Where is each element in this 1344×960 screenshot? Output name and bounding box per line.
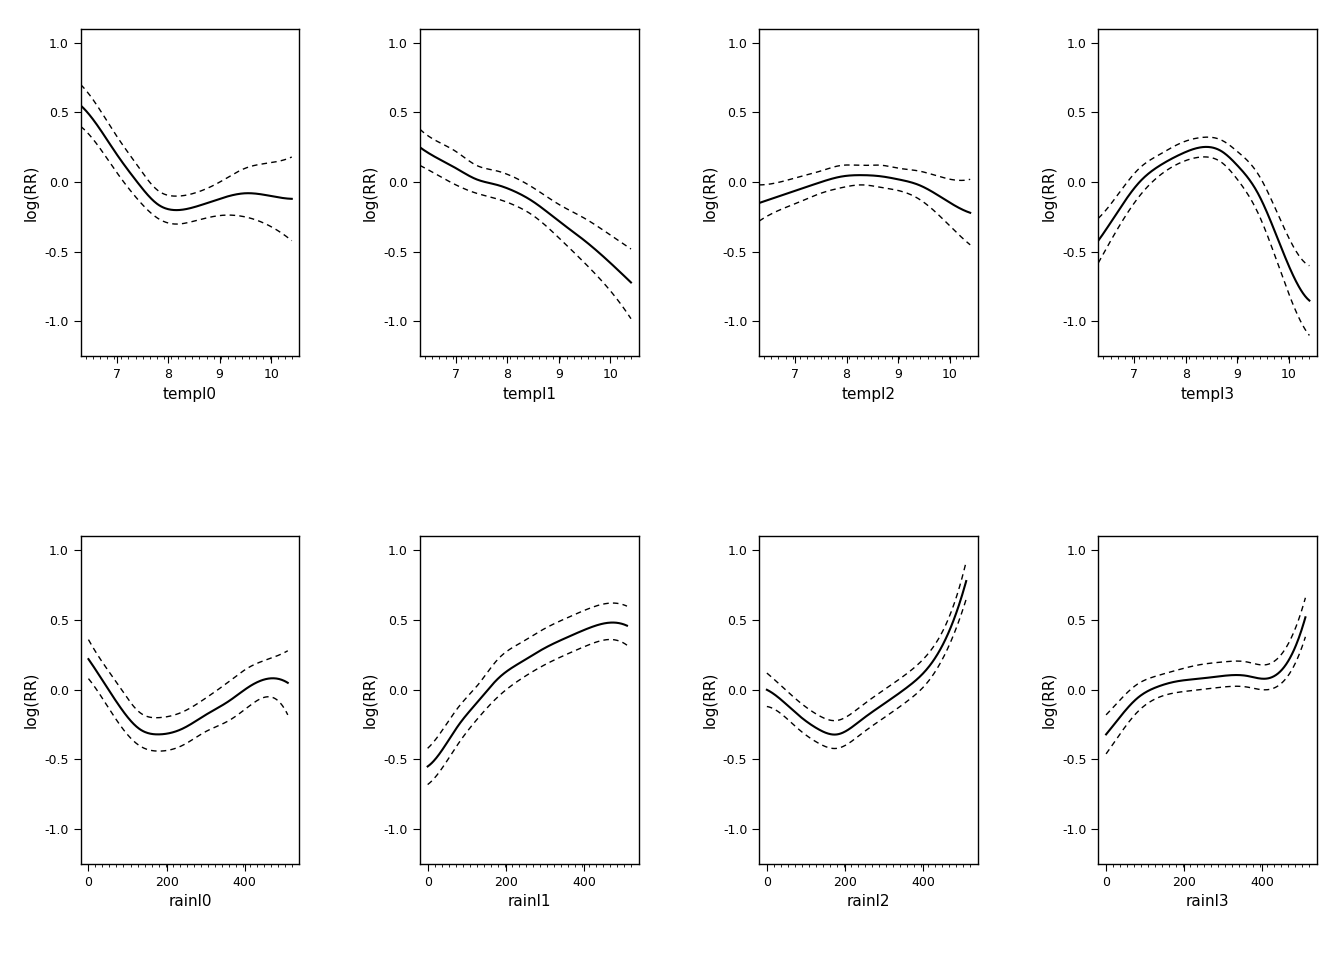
Y-axis label: log(RR): log(RR): [363, 164, 378, 221]
Y-axis label: log(RR): log(RR): [363, 672, 378, 729]
Y-axis label: log(RR): log(RR): [24, 672, 39, 729]
Y-axis label: log(RR): log(RR): [702, 672, 718, 729]
X-axis label: templ3: templ3: [1180, 387, 1235, 401]
X-axis label: rainl1: rainl1: [508, 895, 551, 909]
X-axis label: templ1: templ1: [503, 387, 556, 401]
Y-axis label: log(RR): log(RR): [1042, 672, 1056, 729]
X-axis label: rainl3: rainl3: [1185, 895, 1230, 909]
Y-axis label: log(RR): log(RR): [702, 164, 718, 221]
X-axis label: rainl0: rainl0: [168, 895, 212, 909]
Y-axis label: log(RR): log(RR): [1042, 164, 1056, 221]
X-axis label: templ2: templ2: [841, 387, 895, 401]
Y-axis label: log(RR): log(RR): [24, 164, 39, 221]
X-axis label: rainl2: rainl2: [847, 895, 890, 909]
X-axis label: templ0: templ0: [163, 387, 218, 401]
